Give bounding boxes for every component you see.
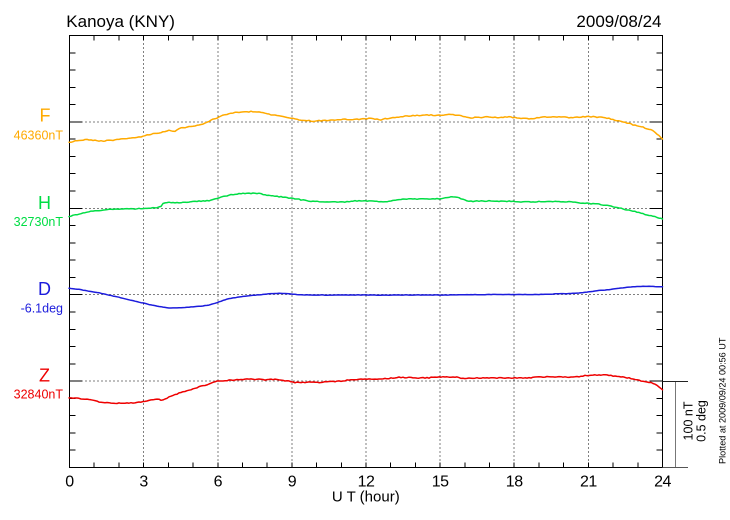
svg-text:F: F [40, 106, 51, 126]
svg-text:15: 15 [432, 474, 449, 491]
svg-text:Kanoya (KNY): Kanoya (KNY) [66, 12, 175, 31]
svg-text:Plotted at 2009/09/24 00:56 UT: Plotted at 2009/09/24 00:56 UT [718, 337, 728, 464]
svg-text:12: 12 [358, 474, 375, 491]
svg-text:6: 6 [214, 474, 223, 491]
svg-text:32840nT: 32840nT [14, 388, 64, 402]
svg-text:100 nT: 100 nT [682, 401, 696, 440]
svg-text:21: 21 [580, 474, 597, 491]
svg-text:D: D [38, 279, 51, 299]
svg-text:3: 3 [139, 474, 148, 491]
svg-text:0.5 deg: 0.5 deg [695, 400, 709, 442]
svg-text:U T (hour): U T (hour) [332, 488, 400, 505]
svg-text:0: 0 [65, 474, 74, 491]
svg-text:46360nT: 46360nT [14, 129, 64, 143]
svg-text:18: 18 [506, 474, 523, 491]
svg-text:Z: Z [39, 366, 50, 386]
svg-text:32730nT: 32730nT [14, 215, 64, 229]
svg-text:H: H [38, 193, 51, 213]
svg-text:-6.1deg: -6.1deg [21, 302, 63, 316]
svg-text:2009/08/24: 2009/08/24 [576, 12, 661, 31]
svg-text:9: 9 [288, 474, 297, 491]
svg-text:24: 24 [654, 474, 671, 491]
